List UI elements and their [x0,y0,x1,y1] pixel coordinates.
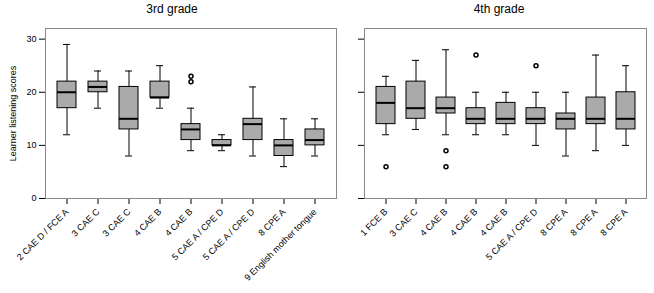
svg-text:4 CAE B: 4 CAE B [132,207,163,238]
svg-text:30: 30 [26,34,36,44]
svg-text:3 CAE C: 3 CAE C [388,206,420,238]
svg-text:Learner listening scores: Learner listening scores [8,65,18,161]
svg-text:3 CAE C: 3 CAE C [101,206,133,238]
svg-text:8 CPE A: 8 CPE A [256,207,287,238]
svg-text:2 CAE D / FCE A: 2 CAE D / FCE A [15,207,71,263]
svg-text:5 CAE A / CPE D: 5 CAE A / CPE D [201,206,257,262]
svg-text:0: 0 [31,193,36,203]
svg-text:3 CAE C: 3 CAE C [70,206,102,238]
svg-text:20: 20 [26,87,36,97]
svg-text:8 CPE A: 8 CPE A [538,207,569,238]
svg-text:1 FCE B: 1 FCE B [358,207,389,238]
svg-text:8 CPE A: 8 CPE A [568,207,599,238]
svg-text:8 CPE A: 8 CPE A [598,207,629,238]
svg-text:5 CAE A / CPE D: 5 CAE A / CPE D [170,206,226,262]
html-text:4th grade: 4th grade [473,2,525,16]
html-text:3rd grade: 3rd grade [146,2,198,16]
svg-text:5 CAE A / CPE D: 5 CAE A / CPE D [484,206,540,262]
svg-text:4 CAE B: 4 CAE B [163,207,194,238]
svg-text:4 CAE B: 4 CAE B [448,207,479,238]
svg-text:10: 10 [26,140,36,150]
svg-text:9 English mother tongue: 9 English mother tongue [242,207,318,283]
svg-text:4 CAE B: 4 CAE B [418,207,449,238]
svg-text:4 CAE B: 4 CAE B [478,206,510,239]
